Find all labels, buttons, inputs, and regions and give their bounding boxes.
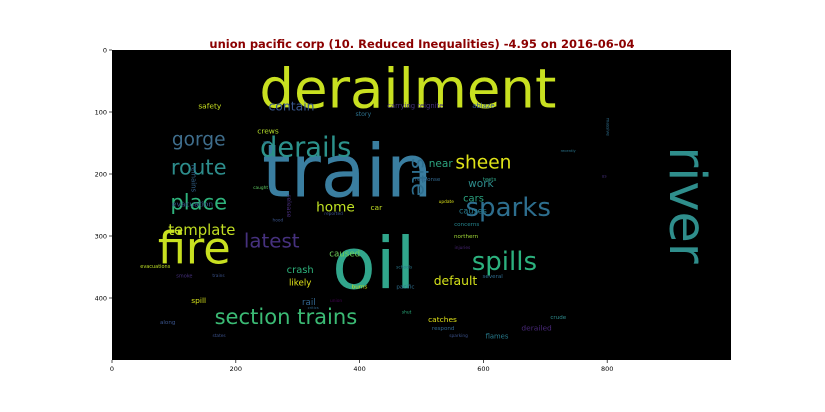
y-tick-label: 200: [95, 170, 107, 178]
word-latest: latest: [244, 230, 300, 253]
word-train: train: [262, 130, 432, 215]
x-tick-label: 800: [601, 365, 613, 373]
word-sparking: sparking: [449, 333, 468, 339]
word-schools: schools: [396, 265, 413, 271]
word-gorge: gorge: [172, 129, 226, 150]
y-tick-label: 0: [103, 46, 107, 54]
word-burns: burns: [352, 285, 368, 291]
word-crews: crews: [257, 127, 279, 136]
x-tick-label: 0: [110, 365, 114, 373]
word-us: us: [602, 175, 608, 180]
word-crude: crude: [550, 315, 566, 321]
word-river: river: [658, 146, 717, 263]
x-tick-label: 600: [477, 365, 489, 373]
word-carrying-reignite: carrying reignite: [387, 102, 443, 110]
word-cars: cars: [463, 193, 484, 204]
word-spills: spills: [472, 247, 537, 277]
word-injuries: injuries: [455, 245, 472, 251]
word-update: update: [439, 199, 455, 205]
word-section-trains: section trains: [215, 304, 358, 329]
word-smoke: smoke: [176, 273, 192, 279]
word-derails: derails: [260, 133, 351, 164]
word-route: route: [171, 155, 227, 180]
word-shut: shut: [402, 309, 412, 315]
word-several: several: [483, 274, 504, 280]
word-hood: hood: [273, 218, 284, 224]
y-axis: 0 100 200 300 400: [95, 46, 112, 302]
word-place: place: [170, 189, 227, 214]
word-crash: crash: [287, 265, 314, 276]
y-tick-label: 100: [95, 108, 107, 116]
word-response: response: [415, 177, 441, 183]
word-pm: pm: [263, 141, 270, 146]
word-concerns: concerns: [454, 222, 479, 228]
word-site: site: [407, 158, 432, 196]
word-story: story: [355, 111, 371, 118]
word-catches: catches: [428, 315, 457, 324]
word-rail: rail: [302, 298, 316, 308]
word-caught: caught: [253, 185, 268, 191]
word-states: states: [212, 333, 226, 339]
y-tick-label: 300: [95, 232, 107, 240]
word-home: home: [316, 200, 355, 216]
x-axis: 0 200 400 600 800: [110, 360, 613, 373]
word-northern: northern: [454, 234, 479, 240]
word-spill: spill: [191, 296, 206, 305]
word-evacuation: evacuation: [172, 199, 213, 208]
word-contain: contain: [269, 98, 315, 113]
word-work: work: [468, 178, 494, 190]
word-flames: flames: [486, 332, 509, 340]
word-oil: oil: [332, 222, 415, 305]
wordcloud-background: [112, 50, 731, 360]
word-release: release: [285, 195, 292, 218]
word-union: union: [330, 298, 342, 304]
word-default: default: [434, 273, 478, 288]
word-recently: recently: [561, 149, 577, 153]
word-likely: likely: [289, 279, 311, 289]
word-critics: critics: [308, 306, 319, 310]
word-caused: caused: [329, 250, 360, 260]
word-near: near: [429, 158, 454, 170]
word-tests: tests: [483, 177, 497, 183]
y-tick-label: 400: [95, 294, 107, 302]
word-derailment: derailment: [259, 56, 556, 120]
word-sparks: sparks: [466, 193, 551, 223]
word-reported: reported: [324, 211, 343, 217]
word-along: along: [160, 320, 176, 326]
word-respond: respond: [432, 326, 455, 332]
x-tick-label: 400: [353, 365, 365, 373]
word-causes: causes: [459, 207, 487, 216]
word-sheen: sheen: [455, 152, 511, 173]
word-trains: trains: [212, 273, 225, 279]
word-evacuations: evacuations: [140, 264, 170, 270]
word-safety: safety: [198, 101, 222, 110]
word-remains: remains: [190, 165, 198, 193]
word-pacific: pacific: [396, 285, 414, 291]
word-template: template: [168, 221, 235, 239]
x-tick-label: 200: [230, 365, 242, 373]
word-derailed: derailed: [521, 323, 552, 332]
word-ablaze: ablaze: [472, 102, 494, 110]
word-car: car: [370, 203, 383, 212]
word-fire: fire: [158, 222, 231, 274]
word-massive: massive: [605, 118, 611, 136]
chart-title: union pacific corp (10. Reduced Inequali…: [209, 37, 634, 51]
